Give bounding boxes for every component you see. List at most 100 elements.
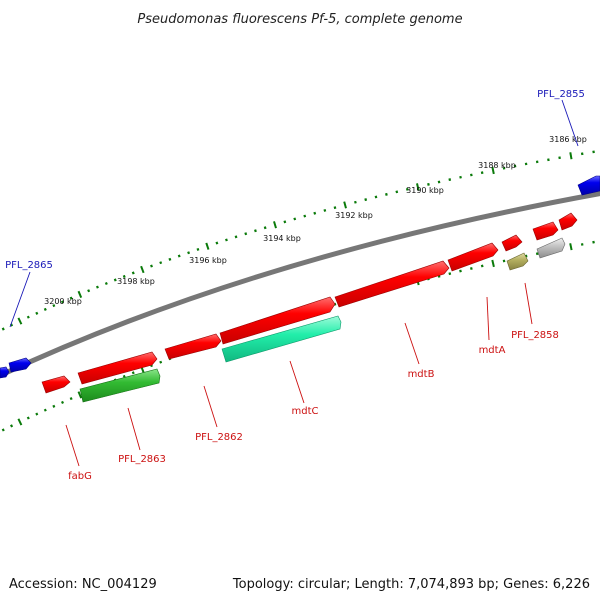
gene-green[interactable] xyxy=(79,368,161,403)
inner-ring-minor-tick xyxy=(159,360,163,364)
outer-ring-major-tick xyxy=(273,221,277,229)
gene-mdtA[interactable] xyxy=(447,242,499,272)
genome-summary-text: Topology: circular; Length: 7,074,893 bp… xyxy=(232,577,590,592)
gene-olive[interactable] xyxy=(506,252,529,271)
gene-blue-small-b[interactable] xyxy=(0,366,10,379)
outer-ring-minor-tick xyxy=(87,289,91,293)
outer-ring-minor-tick xyxy=(323,208,327,212)
outer-ring-major-tick xyxy=(416,183,420,191)
outer-ring-major-tick xyxy=(491,166,495,175)
outer-ring-minor-tick xyxy=(293,217,297,221)
inner-ring-minor-tick xyxy=(1,428,5,432)
outer-ring-minor-tick xyxy=(168,257,172,261)
outer-ring-minor-tick xyxy=(470,173,473,177)
outer-ring-minor-tick xyxy=(385,192,388,196)
gene-red-small-outer-1[interactable] xyxy=(558,212,578,231)
tick-label-3196: 3196 kbp xyxy=(189,256,227,265)
outer-ring-minor-tick xyxy=(177,254,181,258)
outer-tick-ring xyxy=(1,150,595,331)
inner-ring-minor-tick xyxy=(502,259,506,263)
inner-ring-minor-tick xyxy=(470,267,473,270)
gene-label-pfl2858[interactable]: PFL_2858 xyxy=(511,330,559,341)
outer-ring-minor-tick xyxy=(113,278,117,282)
inner-ring-minor-tick xyxy=(459,269,462,273)
gene-pfl2862[interactable] xyxy=(164,333,222,360)
gene-label-fabG[interactable]: fabG xyxy=(68,471,92,482)
inner-ring-minor-tick xyxy=(524,254,528,258)
outer-ring-minor-tick xyxy=(150,264,153,268)
outer-ring-minor-tick xyxy=(60,300,64,304)
gene-label-mdtA[interactable]: mdtA xyxy=(479,345,506,356)
gene-fabG[interactable] xyxy=(41,375,71,394)
outer-ring-major-tick xyxy=(140,265,145,274)
outer-ring-minor-tick xyxy=(354,200,357,204)
gene-mdtC[interactable] xyxy=(219,296,336,345)
outer-ring-minor-tick xyxy=(26,315,30,319)
genome-backbone xyxy=(0,191,600,379)
outer-ring-major-tick xyxy=(17,317,23,325)
outer-ring-minor-tick xyxy=(159,261,163,265)
inner-ring-minor-tick xyxy=(61,400,64,404)
tick-label-3190: 3190 kbp xyxy=(406,186,444,195)
outer-ring-minor-tick xyxy=(502,166,506,170)
outer-ring-minor-tick xyxy=(196,247,200,251)
outer-ring-minor-tick xyxy=(1,327,5,331)
inner-ring-minor-tick xyxy=(535,252,539,256)
outer-ring-minor-tick xyxy=(333,206,337,210)
outer-ring-minor-tick xyxy=(104,281,108,286)
gene-grey[interactable] xyxy=(536,237,566,259)
inner-ring-minor-tick xyxy=(26,416,30,420)
inner-ring-minor-tick xyxy=(69,397,73,401)
tick-label-3186: 3186 kbp xyxy=(549,135,587,144)
outer-ring-minor-tick xyxy=(427,182,430,186)
outer-ring-minor-tick xyxy=(283,220,287,224)
outer-ring-minor-tick xyxy=(395,190,399,194)
tick-label-3192: 3192 kbp xyxy=(335,211,373,220)
outer-ring-major-tick xyxy=(205,242,210,250)
tick-label-3194: 3194 kbp xyxy=(263,234,301,243)
gene-blue-small-a[interactable] xyxy=(8,357,32,373)
outer-ring-minor-tick xyxy=(35,311,39,315)
outer-ring-minor-tick xyxy=(131,271,135,275)
outer-ring-minor-tick xyxy=(459,175,462,179)
inner-ring-major-tick xyxy=(17,418,23,426)
outer-ring-minor-tick xyxy=(437,180,441,184)
outer-ring-minor-tick xyxy=(95,285,99,289)
gene-teal[interactable] xyxy=(221,315,342,363)
inner-ring-major-tick xyxy=(569,243,573,251)
map-title: Pseudomonas fluorescens Pf-5, complete g… xyxy=(137,12,462,27)
gene-red-small-outer-3[interactable] xyxy=(501,234,523,252)
outer-ring-minor-tick xyxy=(374,195,378,199)
inner-ring-minor-tick xyxy=(43,408,47,412)
outer-ring-minor-tick xyxy=(43,307,47,311)
label-leaders xyxy=(9,99,579,467)
outer-ring-minor-tick xyxy=(122,274,126,279)
outer-ring-major-tick xyxy=(77,290,83,298)
outer-ring-minor-tick xyxy=(234,235,238,239)
inner-ring-minor-tick xyxy=(52,404,56,408)
outer-ring-minor-tick xyxy=(480,171,484,175)
inner-ring-minor-tick xyxy=(448,272,452,276)
gene-pfl2855[interactable] xyxy=(577,175,600,196)
gene-label-mdtB[interactable]: mdtB xyxy=(408,369,435,380)
outer-ring-minor-tick xyxy=(52,304,56,308)
gene-red-small-outer-2[interactable] xyxy=(532,221,559,241)
inner-ring-minor-tick xyxy=(35,412,39,416)
gene-label-pfl2865[interactable]: PFL_2865 xyxy=(5,260,53,271)
inner-ring-major-tick xyxy=(77,391,83,399)
outer-ring-minor-tick xyxy=(254,229,257,233)
gene-pfl2863[interactable] xyxy=(77,351,158,385)
outer-ring-minor-tick xyxy=(69,296,73,300)
gene-label-mdtC[interactable]: mdtC xyxy=(292,406,319,417)
gene-label-pfl2863[interactable]: PFL_2863 xyxy=(118,454,166,465)
gene-mdtB[interactable] xyxy=(334,260,450,308)
outer-ring-major-tick xyxy=(343,201,347,209)
inner-ring-minor-tick xyxy=(480,264,484,268)
gene-label-pfl2855[interactable]: PFL_2855 xyxy=(537,89,585,100)
gene-label-pfl2862[interactable]: PFL_2862 xyxy=(195,432,243,443)
tick-label-3200: 3200 kbp xyxy=(44,297,82,306)
outer-ring-major-tick xyxy=(569,152,573,160)
inner-ring-major-tick xyxy=(491,259,495,268)
outer-ring-minor-tick xyxy=(225,238,228,242)
